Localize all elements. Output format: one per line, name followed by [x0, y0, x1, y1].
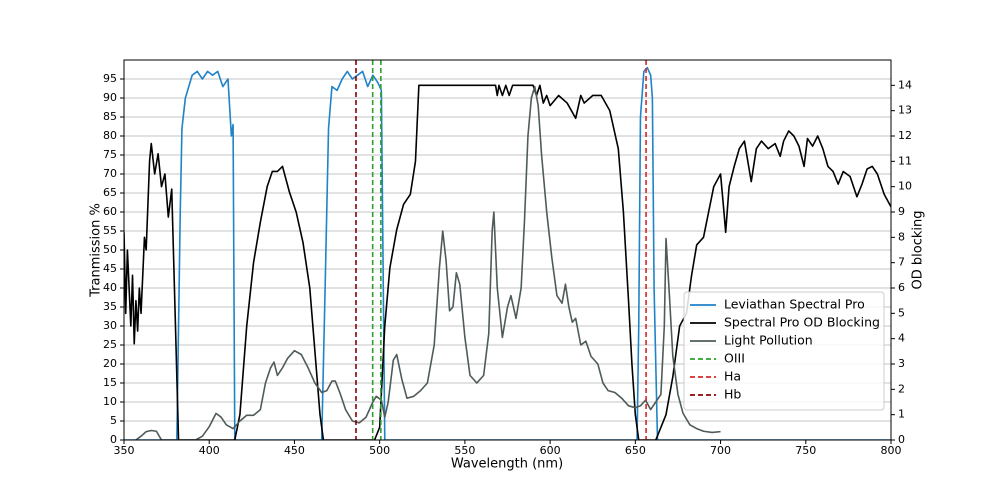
y-tick-label: 25 — [103, 338, 117, 351]
legend-box — [683, 291, 885, 411]
y-tick-label: 45 — [103, 262, 117, 275]
y2-tick-label: 12 — [898, 129, 912, 142]
y-tick-label: 70 — [103, 167, 117, 180]
y-tick-label: 10 — [103, 395, 117, 408]
x-tick-label: 350 — [114, 444, 135, 457]
y2-tick-label: 10 — [898, 180, 912, 193]
y-tick-label: 35 — [103, 300, 117, 313]
y-tick-label: 90 — [103, 91, 117, 104]
y-tick-label: 65 — [103, 186, 117, 199]
y-tick-label: 75 — [103, 148, 117, 161]
y2-tick-label: 5 — [898, 306, 905, 319]
y2-tick-label: 2 — [898, 382, 905, 395]
x-tick-label: 400 — [199, 444, 220, 457]
x-axis-label: Wavelength (nm) — [451, 457, 563, 472]
y-axis-label: Tranmission % — [89, 203, 104, 298]
legend-label: OIII — [724, 351, 745, 366]
y2-axis-label: OD blocking — [911, 211, 926, 290]
y-tick-label: 80 — [103, 129, 117, 142]
x-tick-label: 700 — [710, 444, 731, 457]
legend-label: Leviathan Spectral Pro — [724, 297, 865, 312]
legend-label: Hb — [724, 387, 741, 402]
x-tick-label: 600 — [540, 444, 561, 457]
y-tick-label: 5 — [110, 414, 117, 427]
x-tick-label: 750 — [795, 444, 816, 457]
x-tick-label: 500 — [369, 444, 390, 457]
y2-tick-label: 14 — [898, 78, 912, 91]
y2-tick-label: 9 — [898, 205, 905, 218]
y2-tick-label: 11 — [898, 154, 912, 167]
y-tick-label: 95 — [103, 72, 117, 85]
y2-tick-label: 6 — [898, 281, 905, 294]
y2-tick-label: 1 — [898, 408, 905, 421]
legend-label: Light Pollution — [724, 333, 813, 348]
y2-tick-label: 8 — [898, 230, 905, 243]
series-line — [135, 85, 721, 440]
y-tick-label: 40 — [103, 281, 117, 294]
x-tick-label: 550 — [454, 444, 475, 457]
y-tick-label: 15 — [103, 376, 117, 389]
x-tick-label: 650 — [625, 444, 646, 457]
y2-tick-label: 7 — [898, 256, 905, 269]
y-tick-label: 55 — [103, 224, 117, 237]
y-tick-label: 85 — [103, 110, 117, 123]
y-tick-label: 20 — [103, 357, 117, 370]
y-tick-label: 60 — [103, 205, 117, 218]
plot-lines — [124, 60, 891, 440]
y2-tick-label: 13 — [898, 104, 912, 117]
legend-label: Spectral Pro OD Blocking — [724, 315, 880, 330]
x-tick-label: 450 — [284, 444, 305, 457]
series-line — [124, 66, 891, 440]
plot-frame — [123, 59, 892, 441]
y-tick-label: 50 — [103, 243, 117, 256]
y-tick-label: 30 — [103, 319, 117, 332]
series-line — [124, 84, 891, 440]
x-tick-label: 800 — [881, 444, 902, 457]
y2-tick-label: 0 — [898, 433, 905, 446]
y2-tick-label: 3 — [898, 357, 905, 370]
legend-label: Ha — [724, 369, 741, 384]
y-tick-label: 0 — [110, 433, 117, 446]
y2-tick-label: 4 — [898, 332, 905, 345]
